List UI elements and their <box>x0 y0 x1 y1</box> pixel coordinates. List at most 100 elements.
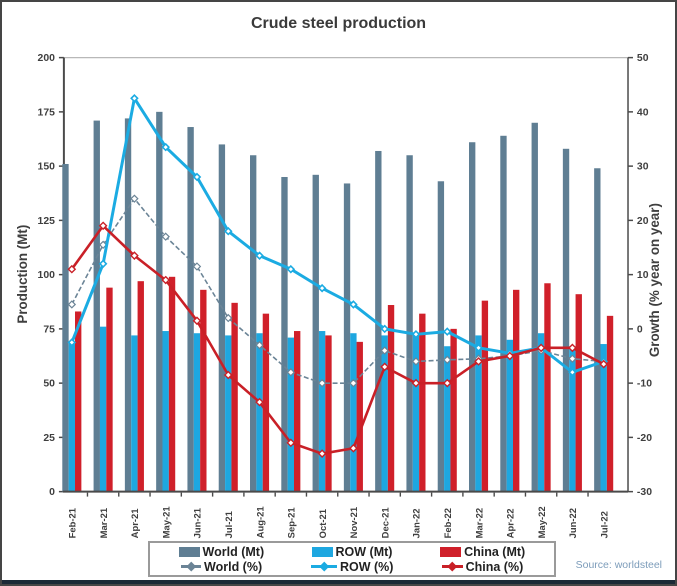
marker <box>255 397 264 407</box>
legend-label: China (%) <box>465 559 524 574</box>
svg-text:May-22: May-22 <box>536 506 547 538</box>
bar <box>250 155 257 492</box>
marker <box>286 264 296 274</box>
marker <box>286 368 296 377</box>
bar <box>475 335 482 492</box>
legend-item-row-mt: ROW (Mt) <box>311 545 392 559</box>
marker <box>442 327 452 336</box>
legend-label: ROW (%) <box>340 559 394 574</box>
marker <box>161 275 171 285</box>
world-mt-swatch <box>178 546 200 557</box>
svg-text:Jun-22: Jun-22 <box>567 508 578 538</box>
bar <box>387 305 395 492</box>
svg-text:20: 20 <box>637 216 649 227</box>
marker <box>224 313 233 323</box>
marker <box>317 449 327 459</box>
bar <box>200 289 207 492</box>
marker <box>192 316 202 326</box>
bar <box>325 335 332 492</box>
svg-text:150: 150 <box>38 162 56 173</box>
bar <box>569 346 576 492</box>
svg-text:125: 125 <box>38 216 56 227</box>
svg-text:Feb-22: Feb-22 <box>442 508 453 538</box>
china-mt-swatch <box>440 546 462 557</box>
marker <box>411 378 421 388</box>
marker <box>317 283 327 293</box>
marker <box>255 251 264 260</box>
bottom-border-strip <box>2 580 675 584</box>
bar <box>62 163 69 492</box>
svg-text:50: 50 <box>43 379 55 390</box>
bar <box>537 333 545 492</box>
svg-text:Apr-21: Apr-21 <box>129 508 140 538</box>
svg-text:Apr-22: Apr-22 <box>505 508 516 538</box>
bar <box>406 155 413 492</box>
row-mt-swatch <box>311 546 333 557</box>
bar <box>93 120 100 492</box>
svg-text:Sep-21: Sep-21 <box>286 507 297 538</box>
bar <box>513 289 520 492</box>
x-axis-ticks <box>86 492 589 497</box>
legend-label: World (%) <box>204 559 263 574</box>
bar <box>99 326 107 492</box>
marker <box>130 251 139 260</box>
bar <box>168 276 176 492</box>
marker <box>474 357 483 366</box>
bar <box>412 333 420 492</box>
marker <box>67 338 77 347</box>
marker <box>349 443 358 453</box>
svg-text:50: 50 <box>637 53 649 64</box>
china-pct-line-marker <box>442 561 463 572</box>
svg-text:0: 0 <box>49 487 55 498</box>
chart-title: Crude steel production <box>250 15 427 32</box>
bar <box>594 168 601 492</box>
bars-china-mt- <box>75 276 614 492</box>
bar <box>531 122 538 492</box>
bar <box>124 118 132 492</box>
svg-text:25: 25 <box>43 433 55 444</box>
bar <box>312 174 319 492</box>
bar <box>162 331 169 492</box>
line-world- <box>67 194 608 388</box>
marker <box>223 370 233 380</box>
marker <box>380 362 390 372</box>
bar <box>187 127 194 492</box>
bar <box>450 328 457 492</box>
marker <box>349 378 358 388</box>
bar <box>231 302 238 492</box>
marker <box>67 264 77 274</box>
bar <box>606 315 614 492</box>
bar <box>562 148 570 492</box>
chart-legend: World (Mt) ROW (Mt) China (Mt) World (%)… <box>148 541 556 577</box>
svg-text:Oct-21: Oct-21 <box>317 509 328 538</box>
marker <box>536 343 546 353</box>
bar <box>68 344 76 492</box>
bar <box>218 144 226 492</box>
marker <box>130 194 139 203</box>
marker <box>474 343 483 353</box>
marker <box>317 378 327 388</box>
svg-text:0: 0 <box>637 324 643 335</box>
svg-text:-10: -10 <box>637 379 652 390</box>
svg-text:-30: -30 <box>637 487 652 498</box>
marker <box>161 232 170 241</box>
bar <box>350 333 357 492</box>
bar <box>544 283 551 492</box>
bar <box>375 150 382 492</box>
bar <box>281 176 288 492</box>
bar <box>318 331 326 492</box>
y-left-axis-title: Production (Mt) <box>15 225 30 324</box>
legend-item-world-pct: World (%) <box>180 559 263 574</box>
marker <box>192 262 202 271</box>
marker <box>568 367 577 377</box>
bar <box>575 294 582 492</box>
bar <box>469 142 476 492</box>
svg-text:Jul-22: Jul-22 <box>598 511 609 538</box>
bar <box>225 335 232 492</box>
marker <box>192 172 202 182</box>
svg-text:40: 40 <box>637 107 649 118</box>
bar <box>500 135 507 492</box>
y-axis-left-ticks: 0 25 50 75 100 125 150 175 200 <box>38 53 64 498</box>
